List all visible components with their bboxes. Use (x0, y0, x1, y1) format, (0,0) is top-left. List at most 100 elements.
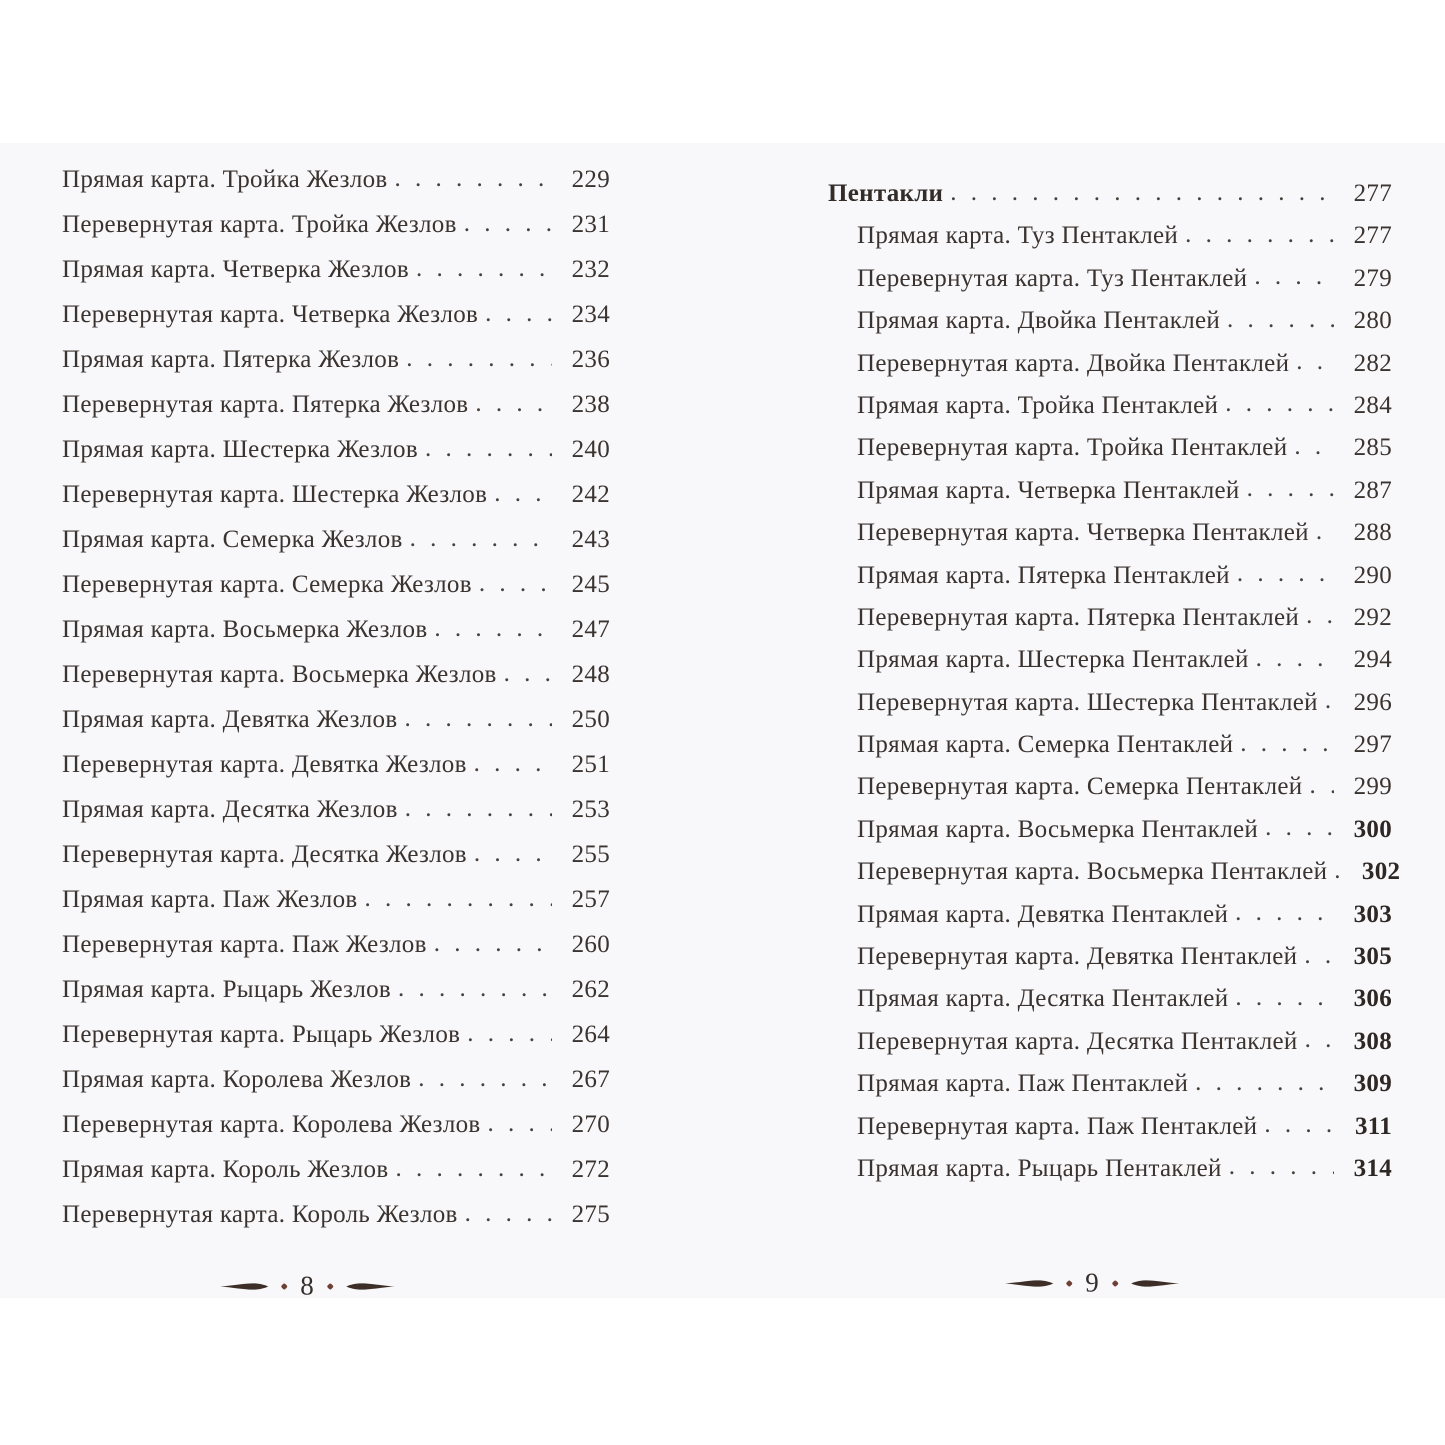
dot-leader (1306, 600, 1334, 625)
toc-entry: Перевернутая карта. Тройка Пентаклей 285 (828, 430, 1392, 472)
toc-entry-page-number: 262 (571, 976, 610, 1003)
toc-entry: Прямая карта. Тройка Жезлов 229 (62, 162, 610, 207)
dot-leader (404, 702, 552, 728)
toc-entry-label: Прямая карта. Туз Пентаклей (857, 222, 1179, 250)
toc-entry: Перевернутая карта. Шестерка Жезлов 242 (62, 477, 610, 522)
dot-leader (1334, 854, 1342, 880)
toc-entry-label: Прямая карта. Шестерка Жезлов (62, 436, 418, 463)
toc-entry-label: Перевернутая карта. Рыцарь Жезлов (62, 1021, 461, 1048)
toc-entry: Прямая карта. Шестерка Пентаклей 294 (828, 642, 1392, 684)
toc-entry: Перевернутая карта. Паж Жезлов 260 (62, 927, 610, 972)
toc-entry-page-number: 306 (1353, 985, 1392, 1013)
toc-entry: Перевернутая карта. Восьмерка Пентаклей … (828, 854, 1400, 896)
toc-entry: Прямая карта. Семерка Пентаклей 297 (828, 727, 1392, 769)
toc-entry-page-number: 247 (571, 616, 610, 643)
dot-leader (1229, 1151, 1334, 1176)
dot-leader (494, 477, 552, 503)
toc-entry-page-number: 285 (1353, 434, 1392, 462)
toc-entry: Прямая карта. Восьмерка Пентаклей 300 (828, 812, 1392, 854)
toc-entry: Прямая карта. Восьмерка Жезлов 247 (62, 612, 610, 657)
dot-leader (1225, 388, 1334, 413)
footer-dot-icon (280, 1282, 288, 1290)
dot-leader (398, 972, 552, 998)
toc-entry-label: Перевернутая карта. Четверка Жезлов (62, 301, 479, 328)
toc-entry: Перевернутая карта. Паж Пентаклей 311 (828, 1109, 1392, 1151)
dot-leader (1296, 346, 1334, 371)
toc-entry: Прямая карта. Пятерка Пентаклей 290 (828, 558, 1392, 600)
dot-leader (475, 387, 552, 413)
dot-leader (1325, 685, 1334, 710)
toc-entry-page-number: 267 (571, 1066, 610, 1093)
dot-leader (405, 792, 552, 818)
toc-entry: Перевернутая карта. Двойка Пентаклей 282 (828, 346, 1392, 388)
toc-entry-page-number: 275 (571, 1201, 610, 1228)
toc-entry-label: Прямая карта. Семерка Жезлов (62, 526, 403, 553)
footer-flourish-right-icon (345, 1282, 394, 1290)
footer-flourish-right-icon (1130, 1279, 1179, 1287)
toc-entry-page-number: 243 (571, 526, 610, 553)
dot-leader (1195, 1066, 1334, 1092)
dot-leader (1247, 473, 1334, 498)
toc-entry-label: Перевернутая карта. Восьмерка Пентаклей (857, 858, 1328, 886)
dot-leader (467, 1017, 552, 1043)
toc-entry: Прямая карта. Тройка Пентаклей 284 (828, 388, 1392, 430)
toc-entry-label: Перевернутая карта. Паж Пентаклей (857, 1112, 1258, 1140)
dot-leader (395, 162, 552, 188)
toc-entry-label: Перевернутая карта. Восьмерка Жезлов (62, 661, 497, 688)
toc-entry: Прямая карта. Король Жезлов 272 (62, 1152, 610, 1197)
toc-column-wands: Прямая карта. Тройка Жезлов 229 Переверн… (62, 162, 610, 1242)
toc-entry-label: Прямая карта. Рыцарь Жезлов (62, 976, 392, 1003)
dot-leader (504, 657, 552, 683)
toc-entry: Прямая карта. Девятка Пентаклей 303 (828, 897, 1392, 939)
dot-leader (1254, 261, 1334, 286)
toc-entry: Прямая карта. Семерка Жезлов 243 (62, 522, 610, 567)
toc-entry-label: Прямая карта. Семерка Пентаклей (857, 731, 1234, 759)
toc-entry-page-number: 296 (1353, 688, 1392, 716)
toc-entry-label: Прямая карта. Восьмерка Пентаклей (857, 815, 1259, 843)
dot-leader (950, 176, 1334, 202)
toc-entry-page-number: 280 (1353, 307, 1392, 335)
dot-leader (364, 882, 552, 908)
toc-entry-label: Перевернутая карта. Семерка Пентаклей (857, 773, 1303, 801)
toc-entry-label: Прямая карта. Девятка Пентаклей (857, 900, 1229, 928)
toc-entry-label: Перевернутая карта. Девятка Пентаклей (857, 943, 1298, 971)
toc-entry-page-number: 294 (1353, 646, 1392, 674)
toc-entry-label: Прямая карта. Четверка Жезлов (62, 256, 409, 283)
dot-leader (474, 837, 552, 863)
toc-entry-page-number: 260 (571, 931, 610, 958)
toc-entry: Прямая карта. Шестерка Жезлов 240 (62, 432, 610, 477)
dot-leader (416, 252, 552, 278)
toc-entry-label: Прямая карта. Пятерка Пентаклей (857, 561, 1230, 589)
toc-entry-page-number: 309 (1353, 1070, 1392, 1098)
toc-entry: Перевернутая карта. Семерка Жезлов 245 (62, 567, 610, 612)
dot-leader (1264, 1109, 1334, 1134)
dot-leader (1294, 430, 1334, 456)
toc-entry-page-number: 277 (1353, 222, 1392, 250)
toc-entry: Прямая карта. Рыцарь Пентаклей 314 (828, 1151, 1392, 1193)
dot-leader (485, 297, 552, 323)
toc-entry-label: Перевернутая карта. Пятерка Пентаклей (857, 603, 1300, 631)
toc-entry-page-number: 303 (1353, 900, 1392, 928)
toc-entry-label: Прямая карта. Рыцарь Пентаклей (857, 1154, 1222, 1182)
dot-leader (479, 567, 552, 593)
dot-leader (1227, 303, 1334, 329)
toc-entry: Перевернутая карта. Десятка Жезлов 255 (62, 837, 610, 882)
toc-entry: Перевернутая карта. Девятка Жезлов 251 (62, 747, 610, 792)
toc-entry-page-number: 257 (571, 886, 610, 913)
toc-entry: Перевернутая карта. Десятка Пентаклей 30… (828, 1024, 1392, 1066)
toc-entry: Перевернутая карта. Восьмерка Жезлов 248 (62, 657, 610, 702)
toc-entry: Перевернутая карта. Четверка Жезлов 234 (62, 297, 610, 342)
toc-entry-page-number: 253 (571, 796, 610, 823)
toc-entry-label: Перевернутая карта. Тройка Пентаклей (857, 434, 1288, 462)
dot-leader (1316, 515, 1334, 541)
toc-entry-page-number: 282 (1353, 349, 1392, 377)
toc-entry-page-number: 279 (1353, 264, 1392, 292)
page-number: 9 (1085, 1267, 1099, 1298)
toc-entry: Прямая карта. Десятка Пентаклей 306 (828, 981, 1392, 1023)
toc-entry-page-number: 288 (1353, 519, 1392, 547)
toc-entry-page-number: 292 (1353, 603, 1392, 631)
dot-leader (1235, 981, 1334, 1007)
toc-entry-label: Перевернутая карта. Король Жезлов (62, 1201, 458, 1228)
toc-entry-label: Прямая карта. Королева Жезлов (62, 1066, 412, 1093)
toc-entry-label: Прямая карта. Четверка Пентаклей (857, 476, 1240, 504)
